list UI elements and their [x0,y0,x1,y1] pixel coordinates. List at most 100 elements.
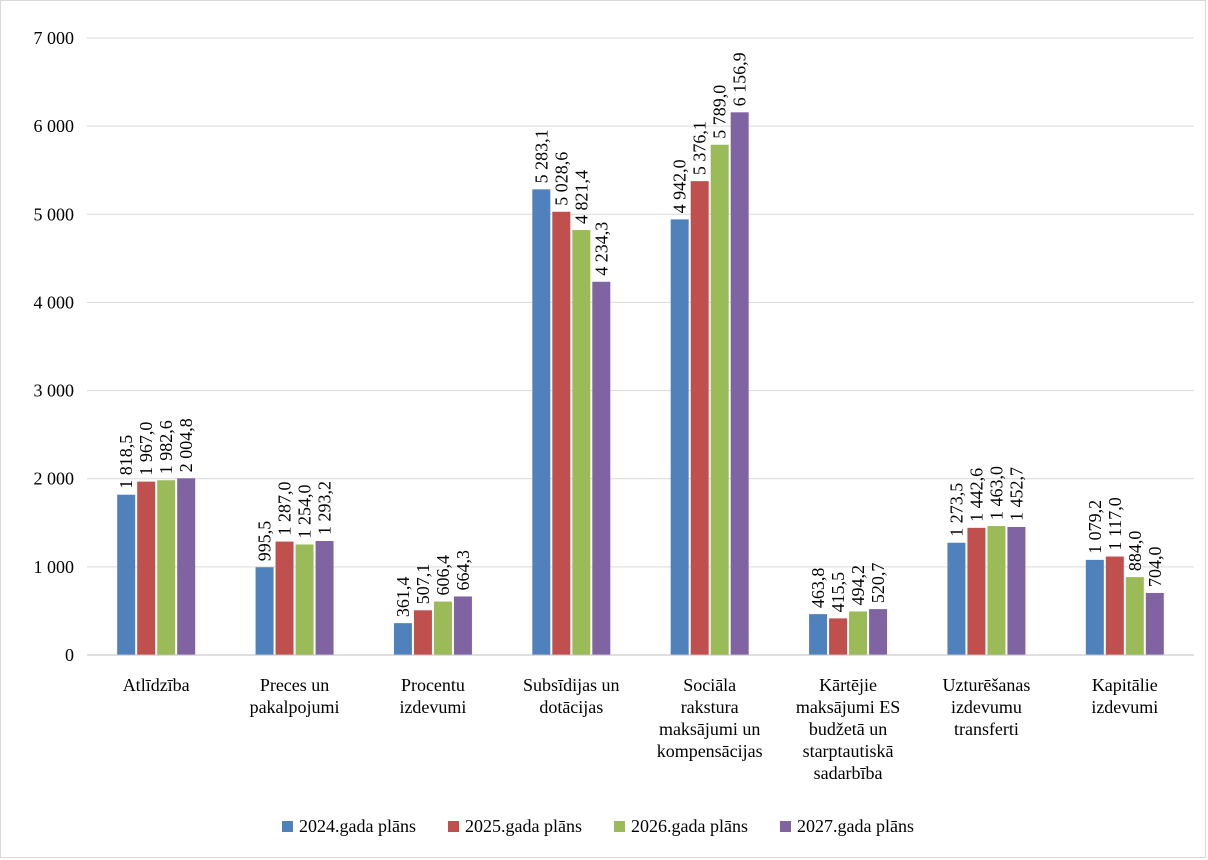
bar [117,494,136,655]
x-tick-label: Kapitālie izdevumi [1091,675,1158,717]
x-tick-label-line: Subsīdijas un [523,675,620,695]
legend-label: 2026.gada plāns [631,816,748,836]
y-tick-label: 3 000 [34,381,75,401]
legend-label: 2027.gada plāns [797,816,914,836]
x-tick-label-line: maksājumi un [659,719,761,739]
data-label: 5 376,1 [690,121,710,175]
data-label: 4 234,3 [591,222,611,276]
data-label: 494,2 [848,565,868,606]
y-tick-label: 4 000 [34,292,75,312]
data-label: 606,4 [433,555,453,596]
legend-label: 2025.gada plāns [465,816,582,836]
bar [1007,526,1026,655]
x-tick-label-line: transferti [954,719,1019,739]
bar [177,478,196,655]
data-label: 1 442,6 [966,468,986,522]
data-label: 415,5 [828,572,848,613]
x-tick-label-line: sadarbība [814,763,883,783]
data-label: 6 156,9 [730,52,750,106]
data-label: 1 463,0 [986,466,1006,520]
x-tick-label-line: budžetā un [809,719,887,739]
x-tick-label-line: maksājumi ES [796,697,901,717]
x-tick-label: Uzturēšanas izdevumu transferti [942,675,1030,739]
data-label: 1 117,0 [1105,497,1125,550]
bar [730,112,749,656]
data-label: 1 273,5 [946,483,966,537]
legend-label: 2024.gada plāns [299,816,416,836]
data-label: 995,5 [255,521,275,562]
x-tick-label-line: Kapitālie [1092,675,1158,695]
data-label: 463,8 [808,568,828,609]
data-label: 1 287,0 [275,482,295,536]
y-tick-label: 7 000 [34,28,75,48]
x-tick-label: Atlīdzība [123,675,190,695]
y-tick-label: 0 [65,645,74,665]
bar [295,544,314,655]
bar [255,567,274,655]
legend-swatch [448,821,459,832]
data-label: 2 004,8 [176,418,196,472]
data-label: 884,0 [1125,531,1145,572]
data-label: 1 982,6 [156,420,176,474]
data-label: 5 789,0 [710,85,730,139]
legend-swatch [614,821,625,832]
x-tick-label-line: Sociāla [683,675,736,695]
bar [869,609,888,655]
bar [1145,592,1164,655]
data-label: 361,4 [393,577,413,618]
x-tick-label-line: izdevumi [399,697,466,717]
x-tick-label-line: Preces un [260,675,329,695]
data-label: 5 028,6 [551,152,571,206]
data-label: 4 821,4 [571,170,591,224]
data-label: 1 967,0 [136,422,156,476]
bar [1105,556,1124,655]
bar [849,611,868,655]
bar [670,219,689,655]
bar [1125,577,1144,655]
bar [552,211,571,655]
y-tick-label: 5 000 [34,204,75,224]
data-label: 1 452,7 [1006,467,1026,521]
x-tick-label-line: Uzturēšanas [942,675,1030,695]
x-tick-label: Preces un pakalpojumi [250,675,340,717]
data-label: 1 818,5 [116,435,136,489]
data-label: 664,3 [453,550,473,591]
bar [710,144,729,655]
bar [987,526,1006,655]
x-tick-label-line: rakstura [681,697,739,717]
x-tick-label-line: Kārtējie [819,675,877,695]
x-tick-label-line: izdevumu [951,697,1022,717]
bar [453,596,472,655]
bar [137,481,156,655]
bar [157,480,176,655]
x-tick-label-line: starptautiskā [803,741,894,761]
x-tick-label: Procentu izdevumi [399,675,466,717]
bar [315,541,334,655]
y-tick-label: 2 000 [34,469,75,489]
x-tick-label: Sociāla rakstura maksājumi un kompensācijas [657,675,763,761]
bar [275,541,294,655]
data-label: 1 254,0 [295,484,315,538]
bar [809,614,828,655]
y-tick-label: 1 000 [34,557,75,577]
x-tick-label-line: pakalpojumi [250,697,340,717]
x-tick-label-line: dotācijas [539,697,603,717]
x-tick-label-line: kompensācijas [657,741,763,761]
legend-swatch [780,821,791,832]
x-tick-label: Subsīdijas un dotācijas [523,675,620,717]
bar [413,610,432,655]
data-label: 520,7 [868,563,888,604]
bar [393,623,412,655]
bar [947,542,966,655]
data-label: 1 079,2 [1085,500,1105,554]
bar [1085,559,1104,655]
y-tick-label: 6 000 [34,116,75,136]
data-label: 4 942,0 [670,159,690,213]
x-tick-label-line: Atlīdzība [123,675,190,695]
bar [690,181,709,655]
data-label: 704,0 [1145,546,1165,587]
x-tick-label-line: Procentu [401,675,465,695]
bar [572,230,591,656]
